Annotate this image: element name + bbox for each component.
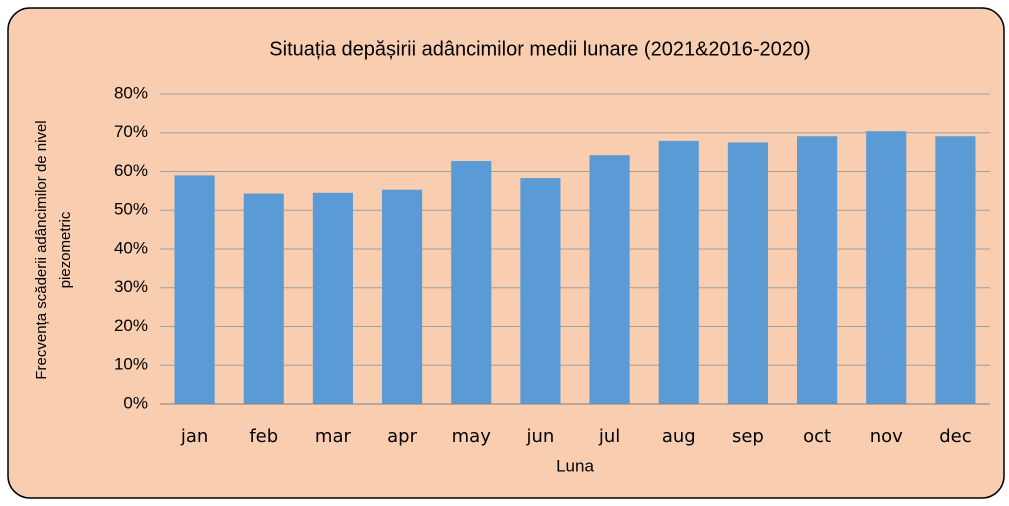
- x-tick-label: feb: [249, 426, 278, 447]
- bar: [866, 131, 907, 404]
- bar: [243, 193, 284, 404]
- y-tick-label: 60%: [114, 161, 148, 180]
- chart-title: Situația depășirii adâncimilor medii lun…: [269, 38, 810, 60]
- y-tick-label: 10%: [114, 355, 148, 374]
- bar: [935, 136, 976, 405]
- bar: [520, 178, 561, 404]
- x-tick-label: oct: [803, 426, 831, 447]
- bar: [451, 161, 492, 404]
- bar: [589, 155, 630, 404]
- x-tick-label: sep: [732, 426, 764, 447]
- bar: [797, 136, 838, 405]
- y-axis-label: piezometric: [57, 211, 74, 288]
- bar: [312, 192, 353, 404]
- x-tick-label: aug: [662, 426, 696, 447]
- x-axis-label: Luna: [556, 456, 594, 475]
- y-tick-label: 70%: [114, 122, 148, 141]
- x-tick-label: jan: [180, 426, 208, 447]
- x-tick-label: nov: [870, 426, 903, 447]
- bar: [382, 189, 423, 404]
- bar: [658, 140, 699, 404]
- chart-background: [7, 7, 1005, 499]
- y-tick-label: 40%: [114, 238, 148, 257]
- x-tick-label: apr: [387, 426, 417, 447]
- y-tick-label: 30%: [114, 277, 148, 296]
- y-tick-label: 80%: [114, 83, 148, 102]
- y-tick-label: 50%: [114, 200, 148, 219]
- x-tick-label: jul: [598, 426, 620, 447]
- x-tick-label: may: [452, 426, 492, 447]
- bar: [174, 175, 215, 404]
- y-axis-label: Frecvența scăderii adâncimilor de nivel: [33, 120, 50, 379]
- x-tick-label: dec: [939, 426, 971, 447]
- x-tick-label: mar: [315, 426, 352, 447]
- bar: [727, 142, 768, 404]
- y-tick-label: 20%: [114, 316, 148, 335]
- y-tick-label: 0%: [123, 393, 148, 412]
- x-tick-label: jun: [526, 426, 555, 447]
